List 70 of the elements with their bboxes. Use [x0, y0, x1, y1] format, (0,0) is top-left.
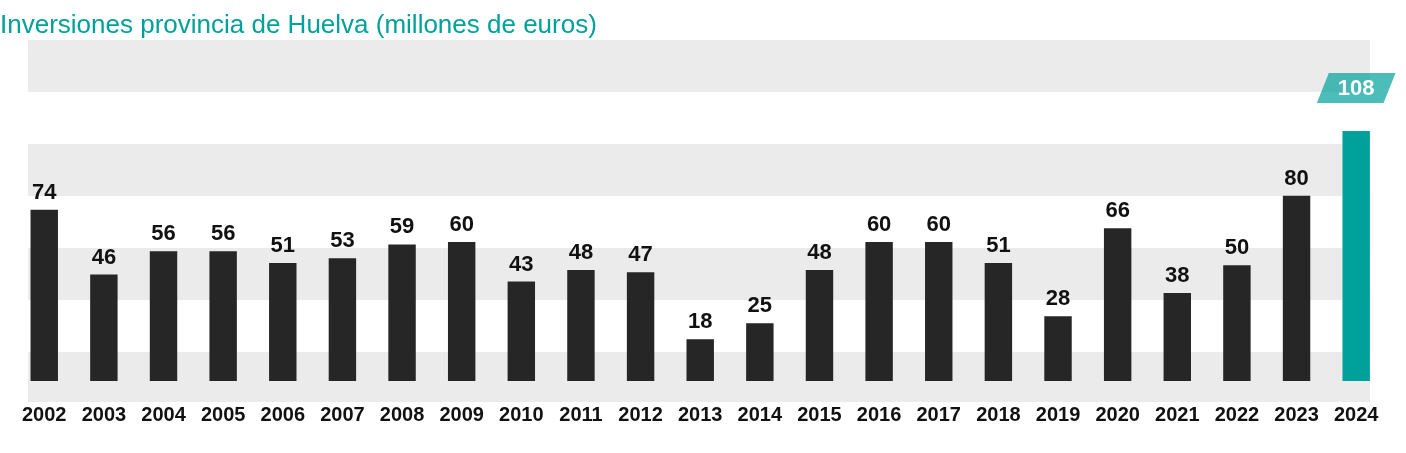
- bar: [30, 209, 58, 381]
- bar: [984, 262, 1013, 381]
- data-label: 51: [986, 232, 1011, 257]
- data-label: 60: [926, 211, 951, 237]
- data-label: 59: [389, 213, 415, 239]
- bar: [209, 251, 237, 381]
- data-label: 53: [330, 227, 355, 253]
- data-label: 51: [270, 232, 296, 257]
- data-label: 47: [628, 241, 653, 267]
- bar: [1103, 228, 1132, 381]
- bar: [1044, 316, 1072, 381]
- x-tick-label: 2015: [797, 402, 842, 425]
- data-label: 108: [1337, 75, 1375, 101]
- x-tick-label: 2022: [1214, 402, 1260, 425]
- data-label: 38: [1165, 262, 1190, 288]
- bar: [746, 323, 774, 381]
- data-label: 48: [807, 238, 832, 264]
- bar: [1163, 293, 1191, 381]
- data-label: 18: [687, 308, 713, 334]
- x-tick-label: 2018: [976, 402, 1021, 425]
- bar: [1223, 265, 1251, 381]
- bar: [328, 258, 357, 381]
- bar: [925, 242, 953, 381]
- data-label: 43: [509, 250, 534, 276]
- data-label: 60: [449, 211, 474, 237]
- x-tick-label: 2010: [499, 402, 544, 425]
- bar: [626, 272, 655, 381]
- x-tick-label: 2016: [856, 402, 902, 425]
- x-tick-label: 2014: [737, 402, 783, 425]
- x-tick-label: 2024: [1333, 402, 1380, 425]
- data-label: 74: [32, 178, 58, 204]
- bar: [865, 242, 893, 381]
- bar: [1342, 130, 1370, 381]
- data-label: 28: [1045, 285, 1071, 311]
- x-tick-label: 2002: [22, 402, 67, 425]
- x-tick-label: 2004: [141, 402, 187, 425]
- x-tick-label: 2007: [320, 402, 365, 425]
- bar: [507, 281, 536, 381]
- bar: [388, 244, 416, 381]
- data-label: 80: [1284, 164, 1309, 190]
- x-tick-label: 2019: [1035, 402, 1081, 425]
- x-tick-label: 2020: [1095, 402, 1140, 425]
- x-tick-label: 2012: [618, 402, 663, 425]
- data-label: 46: [91, 243, 117, 269]
- x-tick-label: 2023: [1274, 402, 1319, 425]
- bar: [149, 251, 178, 381]
- chart-title: Inversiones provincia de Huelva (millones de euros): [0, 8, 597, 39]
- data-label: 56: [151, 220, 176, 246]
- x-tick-label: 2011: [559, 402, 603, 425]
- bar: [90, 274, 118, 381]
- data-label: 66: [1105, 197, 1130, 223]
- bar: [1282, 195, 1311, 381]
- bar: [805, 269, 834, 381]
- data-label: 60: [866, 211, 892, 237]
- x-tick-label: 2005: [200, 402, 246, 425]
- x-tick-label: 2003: [81, 402, 127, 425]
- x-tick-label: 2006: [260, 402, 306, 425]
- bar: [269, 262, 297, 381]
- x-tick-label: 2008: [379, 402, 425, 425]
- data-label: 25: [747, 292, 773, 318]
- x-tick-label: 2017: [916, 402, 961, 425]
- x-tick-label: 2009: [439, 402, 484, 425]
- data-label: 50: [1224, 234, 1250, 260]
- bar: [567, 269, 595, 381]
- bar: [447, 242, 476, 381]
- bar: [686, 339, 714, 381]
- x-tick-label: 2021: [1155, 402, 1200, 425]
- data-label: 48: [568, 238, 594, 264]
- data-label: 56: [210, 220, 236, 246]
- x-tick-label: 2013: [677, 402, 723, 425]
